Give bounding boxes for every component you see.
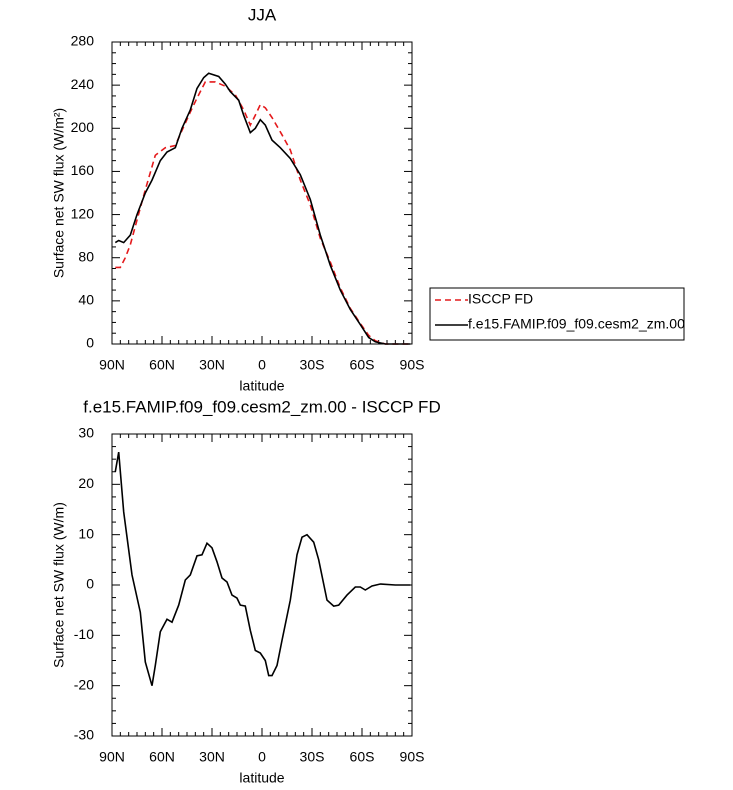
y-tick-label: 280 <box>71 33 95 49</box>
chart-title: f.e15.FAMIP.f09_f09.cesm2_zm.00 - ISCCP … <box>83 397 440 416</box>
y-tick-label: 20 <box>78 475 94 491</box>
y-tick-label: 80 <box>78 248 94 264</box>
y-tick-label: 0 <box>86 335 94 351</box>
chart-title: JJA <box>248 5 277 24</box>
x-tick-label: 60N <box>149 749 175 765</box>
y-tick-label: 30 <box>78 425 94 441</box>
y-axis-label: Surface net SW flux (W/m) <box>51 502 67 668</box>
y-tick-label: 240 <box>71 76 95 92</box>
x-tick-label: 0 <box>258 357 266 373</box>
x-tick-label: 30N <box>199 357 225 373</box>
legend-label: f.e15.FAMIP.f09_f09.cesm2_zm.00 <box>468 316 685 332</box>
x-tick-label: 90S <box>400 749 425 765</box>
x-tick-label: 30S <box>300 749 325 765</box>
y-tick-label: -20 <box>74 676 94 692</box>
plot-frame <box>111 41 413 345</box>
x-tick-label: 90S <box>400 357 425 373</box>
y-tick-label: 120 <box>71 205 95 221</box>
y-axis-label: Surface net SW flux (W/m²) <box>51 108 67 278</box>
legend-label: ISCCP FD <box>468 291 533 307</box>
y-tick-label: 0 <box>86 576 94 592</box>
y-tick-label: 40 <box>78 292 94 308</box>
x-tick-label: 30N <box>199 749 225 765</box>
y-tick-label: -10 <box>74 626 94 642</box>
y-tick-label: 10 <box>78 525 94 541</box>
x-axis-label: latitude <box>239 770 284 786</box>
data-line <box>114 72 411 345</box>
x-tick-label: 0 <box>258 749 266 765</box>
x-tick-label: 60N <box>149 357 175 373</box>
y-tick-label: 160 <box>71 162 95 178</box>
y-tick-label: 200 <box>71 119 95 135</box>
x-tick-label: 60S <box>350 357 375 373</box>
data-line <box>114 451 411 686</box>
legend-box <box>429 287 685 341</box>
x-tick-label: 90N <box>99 357 125 373</box>
plot-frame <box>111 433 413 737</box>
data-line <box>115 81 411 345</box>
x-tick-label: 30S <box>300 357 325 373</box>
x-tick-label: 60S <box>350 749 375 765</box>
x-tick-label: 90N <box>99 749 125 765</box>
y-tick-label: -30 <box>74 727 94 743</box>
x-axis-label: latitude <box>239 378 284 394</box>
